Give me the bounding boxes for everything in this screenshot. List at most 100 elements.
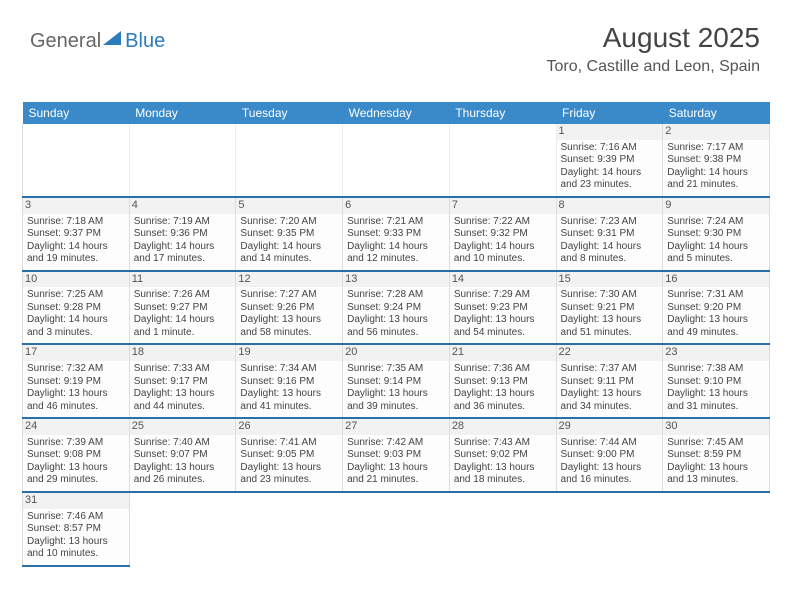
day-number: 28 xyxy=(450,419,556,435)
daylight-text: and 13 minutes. xyxy=(667,474,765,487)
sunrise-text: Sunrise: 7:19 AM xyxy=(134,216,232,229)
calendar-cell: 6Sunrise: 7:21 AMSunset: 9:33 PMDaylight… xyxy=(343,197,450,271)
calendar-cell xyxy=(343,492,450,566)
calendar-week: 3Sunrise: 7:18 AMSunset: 9:37 PMDaylight… xyxy=(23,197,770,271)
daylight-text: and 39 minutes. xyxy=(347,401,445,414)
daylight-text: and 41 minutes. xyxy=(240,401,338,414)
daylight-text: Daylight: 13 hours xyxy=(27,388,125,401)
calendar-cell: 11Sunrise: 7:26 AMSunset: 9:27 PMDayligh… xyxy=(129,271,236,345)
sunrise-text: Sunrise: 7:34 AM xyxy=(240,363,338,376)
daylight-text: and 21 minutes. xyxy=(667,179,765,192)
daylight-text: and 10 minutes. xyxy=(454,253,552,266)
daylight-text: and 31 minutes. xyxy=(667,401,765,414)
sunrise-text: Sunrise: 7:33 AM xyxy=(134,363,232,376)
calendar-cell xyxy=(449,124,556,197)
day-number: 23 xyxy=(663,345,769,361)
daylight-text: Daylight: 13 hours xyxy=(561,314,659,327)
daylight-text: Daylight: 13 hours xyxy=(240,314,338,327)
daylight-text: Daylight: 13 hours xyxy=(134,462,232,475)
calendar-head: Sunday Monday Tuesday Wednesday Thursday… xyxy=(23,102,770,124)
sail-icon xyxy=(103,28,125,44)
calendar-cell: 8Sunrise: 7:23 AMSunset: 9:31 PMDaylight… xyxy=(556,197,663,271)
calendar-cell xyxy=(556,492,663,566)
calendar-cell: 12Sunrise: 7:27 AMSunset: 9:26 PMDayligh… xyxy=(236,271,343,345)
daylight-text: Daylight: 13 hours xyxy=(240,388,338,401)
calendar-cell xyxy=(129,124,236,197)
daylight-text: and 23 minutes. xyxy=(240,474,338,487)
daylight-text: and 56 minutes. xyxy=(347,327,445,340)
calendar-week: 10Sunrise: 7:25 AMSunset: 9:28 PMDayligh… xyxy=(23,271,770,345)
day-number: 9 xyxy=(663,198,769,214)
daylight-text: Daylight: 14 hours xyxy=(454,241,552,254)
daylight-text: Daylight: 14 hours xyxy=(347,241,445,254)
sunset-text: Sunset: 9:10 PM xyxy=(667,376,765,389)
sunset-text: Sunset: 9:26 PM xyxy=(240,302,338,315)
weekday-header: Monday xyxy=(129,102,236,124)
sunrise-text: Sunrise: 7:16 AM xyxy=(561,142,659,155)
calendar-table: Sunday Monday Tuesday Wednesday Thursday… xyxy=(22,102,770,567)
day-number: 24 xyxy=(23,419,129,435)
day-number: 20 xyxy=(343,345,449,361)
sunrise-text: Sunrise: 7:44 AM xyxy=(561,437,659,450)
calendar-cell xyxy=(23,124,130,197)
calendar-body: 1Sunrise: 7:16 AMSunset: 9:39 PMDaylight… xyxy=(23,124,770,566)
weekday-header: Tuesday xyxy=(236,102,343,124)
daylight-text: and 23 minutes. xyxy=(561,179,659,192)
daylight-text: Daylight: 13 hours xyxy=(134,388,232,401)
daylight-text: Daylight: 13 hours xyxy=(667,388,765,401)
sunset-text: Sunset: 9:02 PM xyxy=(454,449,552,462)
daylight-text: Daylight: 14 hours xyxy=(27,314,125,327)
weekday-header: Sunday xyxy=(23,102,130,124)
daylight-text: Daylight: 14 hours xyxy=(134,241,232,254)
day-number: 8 xyxy=(557,198,663,214)
daylight-text: and 5 minutes. xyxy=(667,253,765,266)
sunrise-text: Sunrise: 7:20 AM xyxy=(240,216,338,229)
daylight-text: Daylight: 13 hours xyxy=(667,314,765,327)
logo-text-blue: Blue xyxy=(125,30,165,53)
sunset-text: Sunset: 9:31 PM xyxy=(561,228,659,241)
weekday-header: Saturday xyxy=(663,102,770,124)
sunrise-text: Sunrise: 7:40 AM xyxy=(134,437,232,450)
calendar-week: 31Sunrise: 7:46 AMSunset: 8:57 PMDayligh… xyxy=(23,492,770,566)
daylight-text: Daylight: 13 hours xyxy=(454,462,552,475)
sunset-text: Sunset: 9:17 PM xyxy=(134,376,232,389)
sunrise-text: Sunrise: 7:45 AM xyxy=(667,437,765,450)
daylight-text: and 36 minutes. xyxy=(454,401,552,414)
daylight-text: and 8 minutes. xyxy=(561,253,659,266)
calendar-cell: 2Sunrise: 7:17 AMSunset: 9:38 PMDaylight… xyxy=(663,124,770,197)
sunset-text: Sunset: 9:05 PM xyxy=(240,449,338,462)
day-number: 3 xyxy=(23,198,129,214)
sunset-text: Sunset: 9:20 PM xyxy=(667,302,765,315)
calendar-cell: 25Sunrise: 7:40 AMSunset: 9:07 PMDayligh… xyxy=(129,418,236,492)
calendar-cell: 23Sunrise: 7:38 AMSunset: 9:10 PMDayligh… xyxy=(663,344,770,418)
day-number: 14 xyxy=(450,272,556,288)
day-number: 21 xyxy=(450,345,556,361)
daylight-text: and 12 minutes. xyxy=(347,253,445,266)
sunrise-text: Sunrise: 7:39 AM xyxy=(27,437,125,450)
weekday-header: Wednesday xyxy=(343,102,450,124)
calendar-cell: 20Sunrise: 7:35 AMSunset: 9:14 PMDayligh… xyxy=(343,344,450,418)
calendar-cell: 10Sunrise: 7:25 AMSunset: 9:28 PMDayligh… xyxy=(23,271,130,345)
day-number: 30 xyxy=(663,419,769,435)
sunset-text: Sunset: 9:11 PM xyxy=(561,376,659,389)
day-number: 16 xyxy=(663,272,769,288)
sunrise-text: Sunrise: 7:41 AM xyxy=(240,437,338,450)
daylight-text: and 10 minutes. xyxy=(27,548,125,561)
day-number: 29 xyxy=(557,419,663,435)
calendar-cell: 4Sunrise: 7:19 AMSunset: 9:36 PMDaylight… xyxy=(129,197,236,271)
sunset-text: Sunset: 9:37 PM xyxy=(27,228,125,241)
sunrise-text: Sunrise: 7:28 AM xyxy=(347,289,445,302)
sunset-text: Sunset: 9:07 PM xyxy=(134,449,232,462)
sunset-text: Sunset: 9:19 PM xyxy=(27,376,125,389)
sunset-text: Sunset: 9:14 PM xyxy=(347,376,445,389)
weekday-header: Friday xyxy=(556,102,663,124)
day-number: 26 xyxy=(236,419,342,435)
daylight-text: Daylight: 13 hours xyxy=(561,462,659,475)
sunset-text: Sunset: 9:08 PM xyxy=(27,449,125,462)
calendar-week: 17Sunrise: 7:32 AMSunset: 9:19 PMDayligh… xyxy=(23,344,770,418)
sunrise-text: Sunrise: 7:46 AM xyxy=(27,511,125,524)
daylight-text: Daylight: 13 hours xyxy=(561,388,659,401)
daylight-text: Daylight: 13 hours xyxy=(347,462,445,475)
daylight-text: and 49 minutes. xyxy=(667,327,765,340)
calendar-cell: 30Sunrise: 7:45 AMSunset: 8:59 PMDayligh… xyxy=(663,418,770,492)
